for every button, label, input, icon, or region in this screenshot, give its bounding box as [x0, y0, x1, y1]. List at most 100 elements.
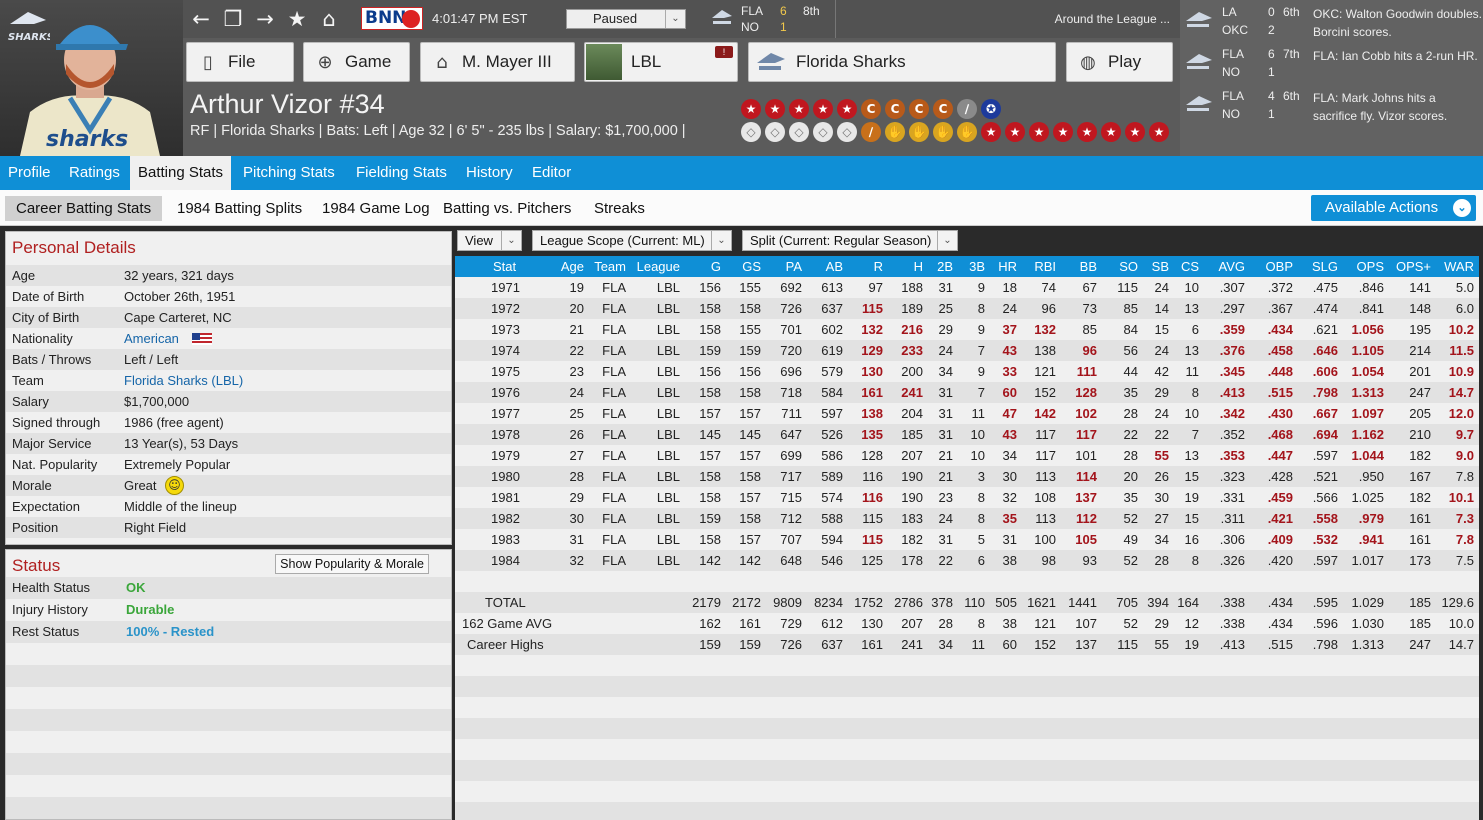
detail-label: Date of Birth: [12, 289, 85, 304]
table-row[interactable]: 1981 29 FLA LBL 158 157 715 574 116 190 23 8 32 108 13…: [455, 487, 1479, 508]
table-row[interactable]: 1984 32 FLA LBL 142 142 648 546 125 178 22 6 38 98 93 5…: [455, 550, 1479, 571]
table-cell: 29: [1154, 616, 1169, 631]
forward-icon[interactable]: →: [256, 7, 274, 31]
bnn-button[interactable]: BNN: [361, 7, 423, 30]
home-icon[interactable]: ⌂: [322, 7, 336, 31]
table-cell: 1.025: [1351, 490, 1384, 505]
detail-value[interactable]: American: [124, 331, 179, 346]
detail-value: Right Field: [124, 520, 187, 535]
table-cell: 185: [1409, 595, 1431, 610]
available-actions-button[interactable]: Available Actions ⌄: [1311, 195, 1476, 221]
column-header-h[interactable]: H: [913, 259, 923, 274]
table-cell: 712: [780, 511, 802, 526]
column-header-pa[interactable]: PA: [785, 259, 802, 274]
subtab-career-batting-stats[interactable]: Career Batting Stats: [5, 196, 163, 221]
star-icon[interactable]: ★: [287, 7, 307, 31]
table-row[interactable]: 1978 26 FLA LBL 145 145 647 526 135 185 31 10 43 117 1…: [455, 424, 1479, 445]
column-header-cs[interactable]: CS: [1180, 259, 1199, 274]
table-cell: .468: [1267, 427, 1293, 442]
tab-ratings[interactable]: Ratings: [69, 164, 120, 181]
subtab-batting-splits[interactable]: 1984 Batting Splits: [177, 200, 303, 217]
copy-icon[interactable]: ❐: [223, 7, 243, 31]
table-cell: 155: [739, 280, 761, 295]
league-menu-button[interactable]: LBL!: [584, 42, 738, 82]
game-menu-button[interactable]: ⊕ Game: [303, 42, 410, 82]
tab-fielding-stats[interactable]: Fielding Stats: [356, 164, 447, 181]
column-header-sb[interactable]: SB: [1151, 259, 1169, 274]
ticker-item[interactable]: FLA NO 4 1 6th FLA: Mark Johns hits a sacrifi…: [1180, 84, 1483, 126]
table-row[interactable]: 1977 25 FLA LBL 157 157 711 597 138 204 31 11 47 142 1…: [455, 403, 1479, 424]
column-header-age[interactable]: Age: [560, 259, 584, 274]
column-header-ab[interactable]: AB: [825, 259, 843, 274]
baseball-icon: ◍: [1080, 52, 1096, 73]
tab-editor[interactable]: Editor: [532, 164, 572, 181]
table-cell: 158: [739, 301, 761, 316]
table-row[interactable]: 1971 19 FLA LBL 156 155 692 613 97 188 31 9 18 74 67 11…: [455, 277, 1479, 298]
play-menu-button[interactable]: ◍ Play: [1066, 42, 1173, 82]
ticker-item[interactable]: LA OKC 0 2 6th OKC: Walton Goodwin doubles. B…: [1180, 0, 1483, 42]
league-scope-dropdown[interactable]: League Scope (Current: ML) ⌄: [532, 230, 732, 251]
table-cell: LBL: [656, 532, 680, 547]
column-header-league[interactable]: League: [636, 259, 680, 274]
status-row: [6, 643, 451, 665]
column-header-ops[interactable]: OPS+: [1395, 259, 1431, 274]
column-header-ops[interactable]: OPS: [1356, 259, 1384, 274]
table-cell: 148: [1409, 301, 1431, 316]
current-game-score[interactable]: FLA NO 6 1 8th: [706, 0, 836, 38]
detail-row: Nationality American: [6, 328, 451, 349]
view-dropdown[interactable]: View ⌄: [457, 230, 522, 251]
table-row[interactable]: 1982 30 FLA LBL 159 158 712 588 115 183 24 8 35 113 11…: [455, 508, 1479, 529]
award-icon: C: [933, 99, 953, 119]
table-row[interactable]: 1976 24 FLA LBL 158 158 718 584 161 241 31 7 60 152 12…: [455, 382, 1479, 403]
detail-value[interactable]: Florida Sharks (LBL): [124, 373, 244, 388]
table-cell: 594: [821, 532, 843, 547]
column-header-stat[interactable]: Stat: [493, 259, 517, 274]
column-header-rbi[interactable]: RBI: [1034, 259, 1056, 274]
column-header-obp[interactable]: OBP: [1265, 259, 1293, 274]
back-icon[interactable]: ←: [192, 7, 210, 31]
table-cell: 15: [1154, 322, 1169, 337]
column-header-hr[interactable]: HR: [998, 259, 1017, 274]
show-popularity-morale-button[interactable]: Show Popularity & Morale: [275, 554, 429, 574]
column-header-gs[interactable]: GS: [742, 259, 761, 274]
column-header-g[interactable]: G: [710, 259, 721, 274]
column-header-so[interactable]: SO: [1119, 259, 1138, 274]
column-header-slg[interactable]: SLG: [1311, 259, 1338, 274]
sim-status-dropdown[interactable]: Paused ⌄: [566, 9, 686, 29]
table-cell: 19: [569, 280, 584, 295]
around-the-league-link[interactable]: Around the League ...: [1054, 12, 1170, 26]
column-header-team[interactable]: Team: [594, 259, 626, 274]
column-header-2b[interactable]: 2B: [937, 259, 953, 274]
tab-pitching-stats[interactable]: Pitching Stats: [243, 164, 335, 181]
column-header-3b[interactable]: 3B: [969, 259, 985, 274]
table-row[interactable]: 1975 23 FLA LBL 156 156 696 579 130 200 34 9 33 121 11…: [455, 361, 1479, 382]
split-dropdown[interactable]: Split (Current: Regular Season) ⌄: [742, 230, 958, 251]
team-menu-button[interactable]: Florida Sharks: [748, 42, 1056, 82]
column-header-bb[interactable]: BB: [1079, 259, 1097, 274]
table-row[interactable]: 1983 31 FLA LBL 158 157 707 594 115 182 31 5 31 100 10…: [455, 529, 1479, 550]
tab-profile[interactable]: Profile: [8, 164, 51, 181]
column-header-r[interactable]: R: [873, 259, 883, 274]
subtab-batting-vs-pitchers[interactable]: Batting vs. Pitchers: [443, 200, 572, 217]
table-row[interactable]: 1973 21 FLA LBL 158 155 701 602 132 216 29 9 37 132 85…: [455, 319, 1479, 340]
table-cell: 200: [901, 364, 923, 379]
status-row: Injury History Durable: [6, 599, 451, 621]
table-row[interactable]: 1972 20 FLA LBL 158 158 726 637 115 189 25 8 24 96 73 8…: [455, 298, 1479, 319]
table-cell: 157: [699, 406, 721, 421]
subtab-game-log[interactable]: 1984 Game Log: [322, 200, 430, 217]
table-cell: 9809: [773, 595, 802, 610]
table-row[interactable]: 1974 22 FLA LBL 159 159 720 619 129 233 24 7 43 138 96…: [455, 340, 1479, 361]
tab-history[interactable]: History: [466, 164, 513, 181]
table-cell: 34: [938, 364, 953, 379]
table-cell: 11: [1185, 364, 1200, 379]
tab-batting-stats[interactable]: Batting Stats: [130, 156, 232, 190]
file-menu-button[interactable]: ▯ File: [186, 42, 294, 82]
manager-menu-button[interactable]: ⌂ M. Mayer III: [420, 42, 575, 82]
table-cell: 35: [1123, 385, 1138, 400]
table-row[interactable]: 1980 28 FLA LBL 158 158 717 589 116 190 21 3 30 113 11…: [455, 466, 1479, 487]
table-row[interactable]: 1979 27 FLA LBL 157 157 699 586 128 207 21 10 34 117 1…: [455, 445, 1479, 466]
subtab-streaks[interactable]: Streaks: [594, 200, 645, 217]
ticker-item[interactable]: FLA NO 6 1 7th FLA: Ian Cobb hits a 2-run HR.: [1180, 42, 1483, 84]
column-header-avg[interactable]: AVG: [1218, 259, 1246, 274]
column-header-war[interactable]: WAR: [1444, 259, 1474, 274]
